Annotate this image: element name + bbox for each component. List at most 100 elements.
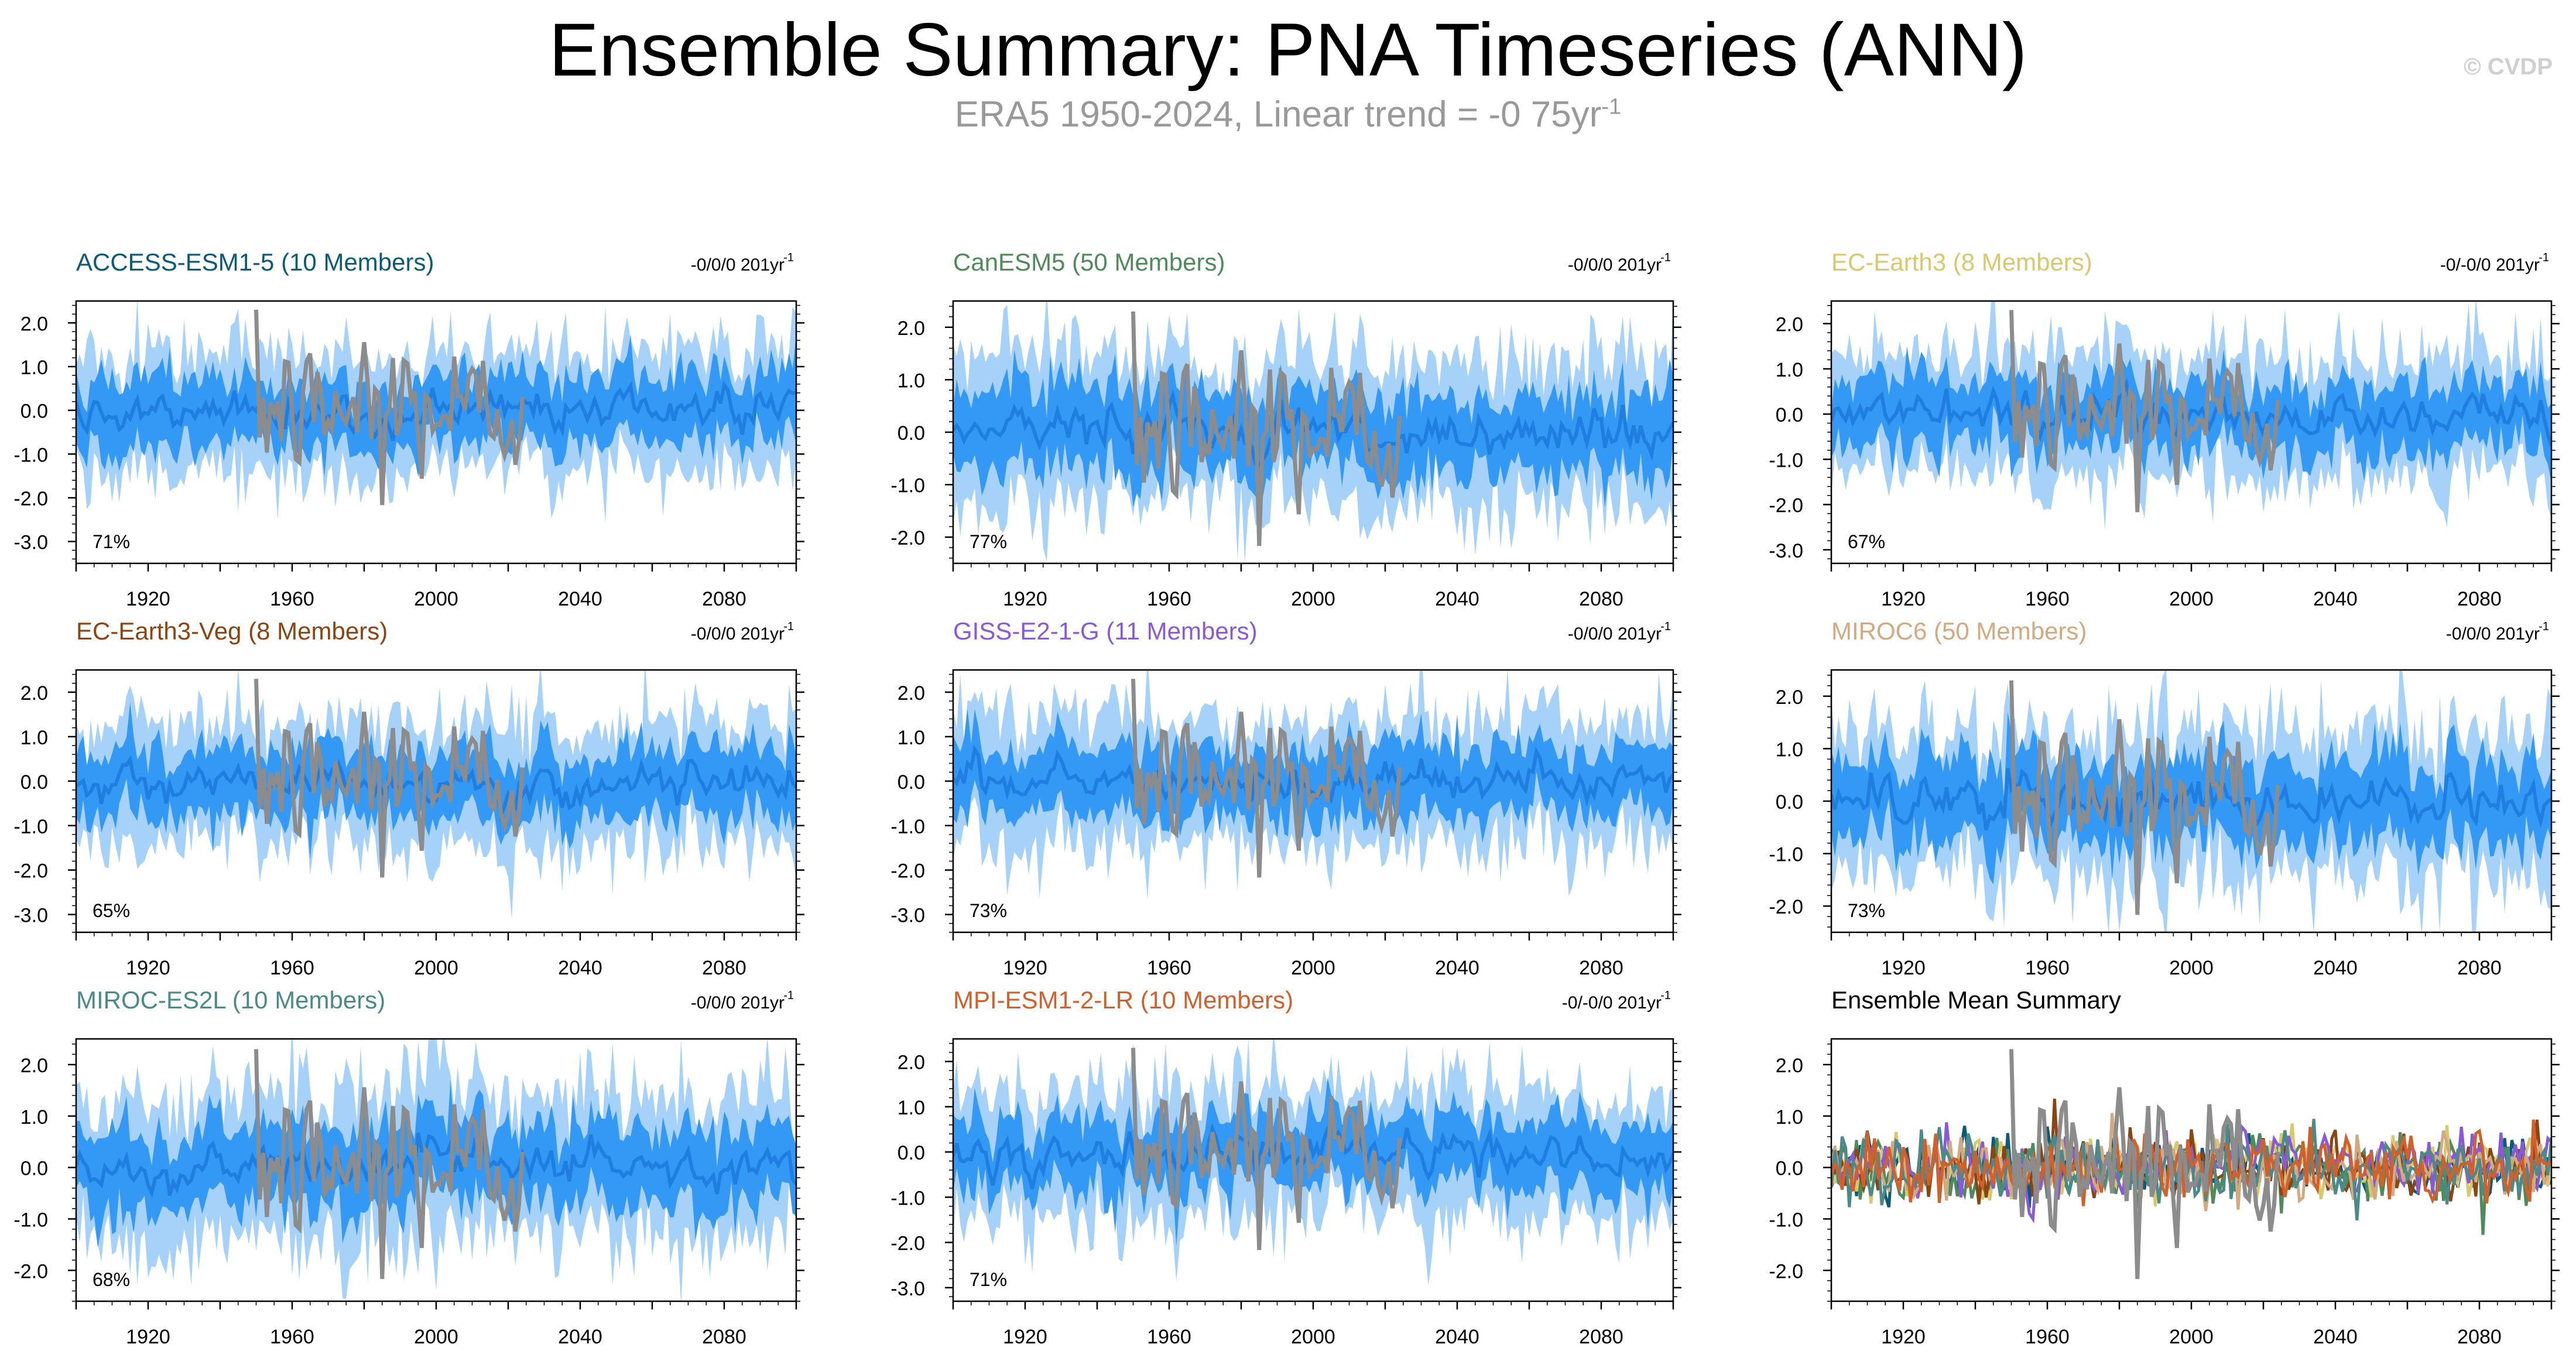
y-tick-label: 0.0 — [20, 401, 48, 423]
y-tick-label: 1.0 — [1776, 359, 1803, 381]
y-tick-label: -3.0 — [13, 905, 48, 927]
y-tick-label: -1.0 — [1769, 449, 1803, 471]
panel-title: GISS-E2-1-G (11 Members) — [953, 617, 1258, 645]
y-tick-label: 0.0 — [898, 422, 925, 444]
y-tick-label: 1.0 — [898, 370, 925, 392]
y-tick-label: -2.0 — [890, 860, 925, 883]
x-tick-label: 1920 — [1003, 1326, 1047, 1348]
chart-panel-access-esm1-5-10-members: 2.0 1.0 0.0 -1.0 -2.0 -3.0 1920 1960 2000 2040 208… — [13, 248, 804, 610]
x-tick-label: 2040 — [2313, 957, 2358, 979]
observations-line — [2009, 680, 2280, 915]
plot-area — [1831, 670, 2551, 932]
trend-label: -0/0/0 201yr — [1568, 624, 1662, 644]
plot-area — [76, 301, 796, 524]
x-tick-label: 2040 — [1435, 957, 1479, 979]
panel-title: MIROC6 (50 Members) — [1831, 617, 2087, 645]
plot-area — [76, 1039, 796, 1301]
ensemble-iqr-band — [953, 1077, 1673, 1247]
percent-label: 65% — [93, 900, 130, 921]
trend-label: -0/0/0 201yr — [691, 624, 785, 644]
x-tick-label: 1920 — [1003, 957, 1047, 979]
y-tick-label: 2.0 — [898, 1052, 925, 1074]
panel-title: MPI-ESM1-2-LR (10 Members) — [953, 986, 1293, 1014]
ensemble-mean-line — [76, 380, 796, 442]
plot-area — [953, 670, 1673, 900]
chart-panel-ec-earth3-veg-8-members: 2.0 1.0 0.0 -1.0 -2.0 -3.0 1920 1960 2000 2040 208… — [13, 617, 804, 979]
panel-title: CanESM5 (50 Members) — [953, 248, 1225, 276]
panel-title: EC-Earth3 (8 Members) — [1831, 248, 2092, 276]
x-tick-label: 1920 — [1881, 588, 1926, 610]
x-tick-label: 2080 — [702, 588, 746, 610]
y-tick-label: 1.0 — [898, 727, 925, 749]
plot-area — [953, 1039, 1673, 1286]
y-tick-label: -1.0 — [1769, 1209, 1803, 1231]
x-tick-label: 1960 — [270, 1326, 314, 1348]
y-tick-label: 1.0 — [1776, 738, 1803, 761]
trend-superscript: -1 — [1660, 620, 1671, 633]
plot-area — [1831, 1049, 2551, 1280]
chart-panel-miroc-es2l-10-members: 2.0 1.0 0.0 -1.0 -2.0 1920 1960 2000 2040 2080 MIR… — [13, 986, 804, 1348]
y-tick-label: -1.0 — [13, 444, 48, 466]
ensemble-iqr-band — [76, 702, 796, 860]
trend-label: -0/-0/0 201yr — [1562, 993, 1662, 1013]
chart-panel-ec-earth3-8-members: 2.0 1.0 0.0 -1.0 -2.0 -3.0 1920 1960 2000 2040 208… — [1769, 248, 2560, 610]
y-tick-label: 1.0 — [1776, 1106, 1803, 1128]
trend-label: -0/-0/0 201yr — [2440, 255, 2540, 275]
x-tick-label: 2040 — [1435, 588, 1479, 610]
y-tick-label: -3.0 — [890, 1278, 925, 1300]
y-tick-label: -1.0 — [890, 816, 925, 838]
page-title: Ensemble Summary: PNA Timeseries (ANN) — [549, 8, 2027, 92]
percent-label: 77% — [970, 531, 1007, 552]
x-tick-label: 2080 — [2457, 1326, 2502, 1348]
y-tick-label: -1.0 — [13, 1209, 48, 1231]
ensemble-mean-line — [953, 389, 1673, 467]
trend-superscript: -1 — [783, 620, 794, 633]
panel-title: EC-Earth3-Veg (8 Members) — [76, 617, 388, 645]
trend-superscript: -1 — [783, 251, 794, 264]
trend-superscript: -1 — [1660, 251, 1671, 264]
x-tick-label: 2080 — [1579, 957, 1623, 979]
x-tick-label: 1960 — [1147, 588, 1191, 610]
y-tick-label: 2.0 — [20, 313, 48, 335]
x-tick-label: 2000 — [1291, 1326, 1335, 1348]
x-tick-label: 1920 — [126, 957, 170, 979]
x-tick-label: 2040 — [1435, 1326, 1479, 1348]
y-tick-label: 1.0 — [20, 357, 48, 379]
y-tick-label: -1.0 — [1769, 844, 1803, 866]
trend-label: -0/0/0 201yr — [691, 993, 785, 1013]
x-tick-label: 1960 — [2025, 588, 2070, 610]
subtitle-superscript: -1 — [1601, 94, 1622, 119]
y-tick-label: 0.0 — [1776, 791, 1803, 813]
x-tick-label: 1960 — [2025, 957, 2070, 979]
chart-panel-canesm5-50-members: 2.0 1.0 0.0 -1.0 -2.0 1920 1960 2000 2040 2080 Can… — [890, 248, 1681, 610]
percent-label: 71% — [93, 531, 130, 552]
plot-area — [953, 301, 1673, 563]
y-tick-label: -1.0 — [890, 475, 925, 497]
y-tick-label: 2.0 — [898, 682, 925, 704]
chart-panel-miroc6-50-members: 2.0 1.0 0.0 -1.0 -2.0 1920 1960 2000 2040 2080 MIR… — [1769, 617, 2560, 979]
percent-label: 67% — [1848, 531, 1885, 552]
plot-area — [1831, 301, 2551, 530]
x-tick-label: 2000 — [1291, 957, 1335, 979]
y-tick-label: 0.0 — [1776, 404, 1803, 426]
subtitle-text: ERA5 1950-2024, Linear trend = -0 75yr — [954, 94, 1602, 135]
y-tick-label: 0.0 — [898, 1142, 925, 1164]
x-tick-label: 2000 — [414, 588, 458, 610]
trend-label: -0/0/0 201yr — [2446, 624, 2540, 644]
y-tick-label: 2.0 — [20, 1055, 48, 1077]
page-subtitle: ERA5 1950-2024, Linear trend = -0 75yr-1 — [0, 94, 2576, 135]
y-tick-label: 0.0 — [20, 771, 48, 794]
x-tick-label: 1960 — [1147, 1326, 1191, 1348]
x-tick-label: 2040 — [2313, 588, 2358, 610]
ensemble-iqr-band — [953, 350, 1673, 508]
ensemble-mean-line — [76, 754, 796, 822]
x-tick-label: 1920 — [126, 1326, 170, 1348]
chart-panel-ensemble-mean-summary: 2.0 1.0 0.0 -1.0 -2.0 1920 1960 2000 2040 2080 Ens… — [1769, 986, 2560, 1348]
percent-label: 73% — [1848, 900, 1885, 921]
ensemble-mean-line — [1831, 378, 2551, 447]
y-tick-label: -2.0 — [1769, 896, 1803, 918]
y-tick-label: 1.0 — [20, 727, 48, 749]
y-tick-label: -2.0 — [13, 1260, 48, 1282]
percent-label: 68% — [93, 1269, 130, 1290]
panel-title: MIROC-ES2L (10 Members) — [76, 986, 385, 1014]
